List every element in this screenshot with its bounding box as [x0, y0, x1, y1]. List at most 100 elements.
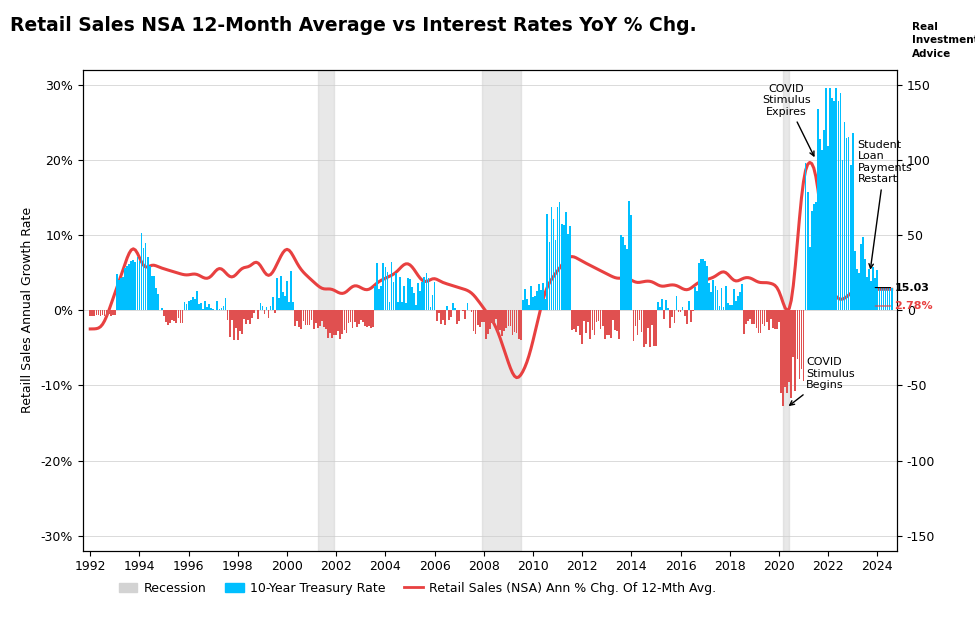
- Bar: [491, 310, 492, 323]
- Bar: [626, 249, 628, 310]
- Bar: [131, 261, 133, 310]
- Bar: [678, 310, 680, 313]
- Bar: [581, 310, 583, 344]
- Bar: [639, 310, 641, 320]
- Bar: [192, 297, 194, 310]
- Bar: [604, 310, 605, 339]
- Bar: [760, 310, 761, 334]
- Bar: [428, 278, 429, 310]
- Bar: [257, 310, 259, 319]
- Bar: [341, 310, 343, 334]
- Bar: [136, 257, 138, 310]
- Bar: [622, 237, 624, 310]
- Bar: [241, 310, 243, 334]
- Bar: [153, 276, 155, 310]
- Bar: [188, 301, 189, 310]
- Bar: [395, 273, 397, 310]
- Bar: [366, 310, 368, 327]
- Bar: [237, 310, 239, 340]
- Bar: [369, 310, 370, 327]
- Bar: [282, 292, 284, 310]
- Bar: [811, 211, 812, 310]
- Bar: [635, 310, 637, 326]
- Bar: [847, 137, 849, 310]
- Bar: [464, 310, 466, 320]
- Bar: [489, 310, 490, 329]
- Bar: [96, 310, 98, 315]
- Bar: [389, 302, 390, 310]
- Bar: [485, 310, 487, 339]
- Bar: [752, 310, 753, 325]
- Bar: [674, 310, 676, 323]
- Bar: [641, 310, 643, 332]
- Bar: [563, 225, 565, 310]
- Bar: [270, 306, 271, 310]
- Bar: [403, 286, 405, 310]
- Bar: [129, 263, 130, 310]
- Bar: [886, 287, 888, 310]
- Bar: [836, 88, 838, 310]
- Bar: [360, 310, 362, 320]
- Bar: [745, 310, 747, 324]
- Bar: [473, 310, 475, 331]
- Bar: [672, 310, 673, 316]
- Bar: [633, 310, 635, 341]
- Bar: [436, 310, 438, 321]
- Text: Real
Investment
Advice: Real Investment Advice: [912, 22, 975, 59]
- Bar: [569, 225, 570, 310]
- Bar: [252, 310, 254, 318]
- Bar: [393, 282, 395, 310]
- Bar: [497, 310, 499, 332]
- Bar: [348, 310, 349, 323]
- Bar: [170, 310, 171, 323]
- Bar: [832, 98, 833, 310]
- Bar: [700, 258, 702, 310]
- Bar: [776, 310, 778, 329]
- Bar: [877, 270, 878, 310]
- Bar: [629, 201, 630, 310]
- Bar: [454, 308, 456, 310]
- Bar: [549, 242, 550, 310]
- Bar: [756, 310, 758, 328]
- Bar: [786, 310, 788, 392]
- Bar: [430, 307, 431, 310]
- Bar: [493, 310, 495, 323]
- Bar: [384, 267, 386, 310]
- Bar: [370, 310, 371, 327]
- Bar: [602, 310, 604, 326]
- Bar: [292, 303, 294, 310]
- Bar: [884, 287, 886, 310]
- Text: COVID
Stimulus
Expires: COVID Stimulus Expires: [762, 84, 814, 156]
- Bar: [512, 310, 514, 335]
- Bar: [838, 101, 839, 310]
- Bar: [620, 235, 622, 310]
- Bar: [608, 310, 609, 335]
- Bar: [858, 273, 860, 310]
- Bar: [442, 310, 444, 320]
- Bar: [144, 243, 146, 310]
- Bar: [376, 263, 378, 310]
- Bar: [333, 310, 335, 335]
- Bar: [220, 308, 222, 310]
- Bar: [694, 287, 696, 310]
- Bar: [207, 308, 208, 310]
- Bar: [795, 310, 797, 391]
- Bar: [503, 310, 505, 331]
- Bar: [227, 310, 228, 320]
- Bar: [165, 310, 167, 322]
- Bar: [856, 269, 858, 310]
- Bar: [743, 310, 745, 334]
- Bar: [276, 277, 278, 310]
- Bar: [155, 288, 157, 310]
- Bar: [440, 310, 442, 324]
- Bar: [778, 310, 780, 322]
- Bar: [821, 150, 823, 310]
- Bar: [637, 310, 639, 335]
- Bar: [382, 263, 384, 310]
- Bar: [750, 310, 751, 319]
- Bar: [300, 310, 302, 329]
- Bar: [782, 310, 784, 406]
- Bar: [245, 310, 247, 324]
- Bar: [311, 310, 313, 320]
- Bar: [98, 310, 99, 315]
